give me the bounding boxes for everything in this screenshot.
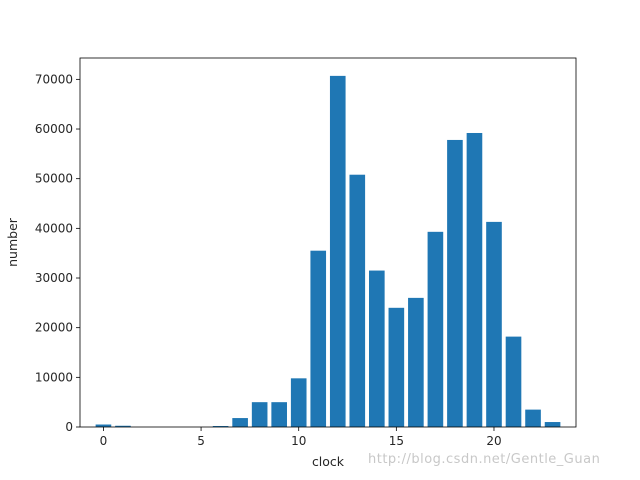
x-tick-label: 0 [100, 434, 108, 448]
bar-1 [115, 425, 131, 427]
x-tick-label: 15 [389, 434, 404, 448]
watermark-text: http://blog.csdn.net/Gentle_Guan [368, 452, 601, 467]
bar-14 [369, 270, 385, 427]
y-ticks: 0 10000 20000 30000 40000 50000 60000 70000 [35, 72, 80, 434]
y-tick-label: 60000 [35, 122, 73, 136]
bar-20 [486, 221, 502, 427]
bar-16 [408, 297, 424, 427]
plot-frame [79, 57, 577, 428]
bar-21 [505, 336, 522, 427]
bar-19 [466, 132, 483, 427]
bar-22 [525, 409, 541, 427]
y-tick-label: 20000 [35, 321, 73, 335]
bar-10 [290, 378, 307, 427]
x-tick-label: 5 [197, 434, 205, 448]
x-tick-label: 20 [486, 434, 501, 448]
bars-group [95, 75, 561, 427]
x-tick-label: 10 [291, 434, 306, 448]
bar-9 [271, 402, 287, 427]
bar-17 [427, 231, 444, 427]
y-tick-label: 30000 [35, 271, 73, 285]
bar-23 [544, 422, 561, 427]
bar-8 [251, 402, 268, 427]
bar-18 [447, 139, 463, 427]
x-axis-label: clock [312, 454, 345, 469]
bar-11 [310, 250, 327, 427]
x-ticks: 0 5 10 15 20 [100, 427, 502, 448]
y-tick-label: 0 [65, 420, 73, 434]
bar-7 [232, 418, 248, 427]
bar-6 [212, 426, 229, 427]
y-tick-label: 10000 [35, 370, 73, 384]
bar-12 [329, 75, 346, 427]
y-axis-label: number [5, 217, 20, 267]
bar-0 [95, 424, 112, 427]
y-tick-label: 40000 [35, 221, 73, 235]
bar-13 [349, 174, 366, 427]
y-tick-label: 50000 [35, 172, 73, 186]
y-tick-label: 70000 [35, 72, 73, 86]
bar-15 [388, 307, 405, 427]
